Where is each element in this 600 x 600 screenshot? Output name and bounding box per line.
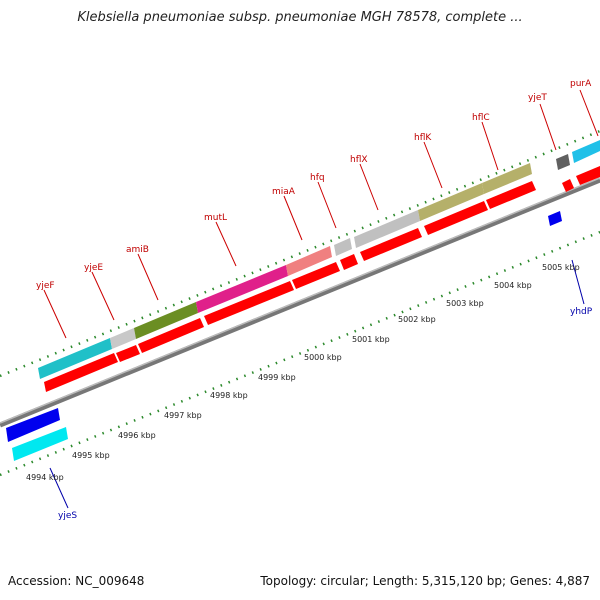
scale-label: 5002 kbp [398, 315, 436, 324]
scale-label: 4995 kbp [72, 451, 110, 460]
band-hfq [334, 238, 352, 256]
band-hflC [482, 163, 532, 194]
ruler-lower [0, 230, 600, 477]
gene-label-purA: purA [570, 79, 592, 89]
scale-label: 4999 kbp [258, 373, 296, 382]
cds-mutL [204, 281, 294, 325]
cds-amiB [138, 318, 204, 353]
cds-yjeT [562, 179, 574, 192]
gene-label-hflK: hflK [414, 133, 432, 143]
gene-label-hflX: hflX [350, 155, 368, 165]
band-amiB [134, 302, 198, 339]
cds-yhdP [548, 211, 562, 226]
genome-backbone [0, 177, 600, 428]
scale-label: 5001 kbp [352, 335, 390, 344]
cds-arrows-upper [44, 166, 600, 392]
gene-leaders-lower [49, 259, 585, 509]
band-purA [572, 140, 600, 163]
band-mutL [196, 265, 288, 313]
scale-label: 5004 kbp [494, 281, 532, 290]
ruler-upper [0, 129, 600, 378]
band-miaA [286, 246, 332, 276]
cds-miaA [292, 262, 340, 289]
cds-yjeS [6, 408, 60, 442]
cds-purA [576, 166, 600, 185]
gene-label-hfq: hfq [310, 173, 325, 183]
scale-label: 5005 kbp [542, 263, 580, 272]
gene-label-miaA: miaA [272, 187, 296, 197]
gene-label-amiB: amiB [126, 245, 149, 255]
genome-backbone-highlight [0, 177, 600, 424]
gene-label-mutL: mutL [204, 213, 227, 223]
cds-hfq [340, 254, 358, 270]
scale-label: 4994 kbp [26, 473, 64, 482]
gene-label-yhdP: yhdP [570, 307, 593, 317]
cds-hflK [424, 201, 488, 235]
band-yjeS [12, 427, 68, 461]
scale-label: 4996 kbp [118, 431, 156, 440]
gene-label-yjeE: yjeE [84, 263, 103, 273]
band-hflK [418, 183, 484, 221]
band-yjeT [556, 154, 570, 170]
accession-label: Accession: NC_009648 [8, 574, 145, 588]
gene-leaders [43, 89, 599, 339]
band-yjeE [110, 328, 136, 349]
band-hflX [354, 210, 420, 248]
band-yjeF [38, 338, 112, 379]
gene-bands-lower [6, 211, 562, 461]
gene-label-yjeS: yjeS [58, 511, 77, 521]
gene-bands-upper [38, 140, 600, 379]
scale-label: 4998 kbp [210, 391, 248, 400]
cds-yjeE [116, 345, 140, 362]
scale-label: 5003 kbp [446, 299, 484, 308]
cds-hflC [486, 181, 536, 209]
scale-label: 4997 kbp [164, 411, 202, 420]
scale-label: 5000 kbp [304, 353, 342, 362]
gene-label-hflC: hflC [472, 113, 490, 123]
gene-label-yjeT: yjeT [528, 93, 547, 103]
page-title: Klebsiella pneumoniae subsp. pneumoniae … [77, 10, 523, 25]
cds-yjeF [44, 353, 118, 392]
cds-hflX [360, 228, 422, 261]
gene-label-yjeF: yjeF [36, 281, 55, 291]
genome-summary: Topology: circular; Length: 5,315,120 bp… [260, 574, 590, 588]
